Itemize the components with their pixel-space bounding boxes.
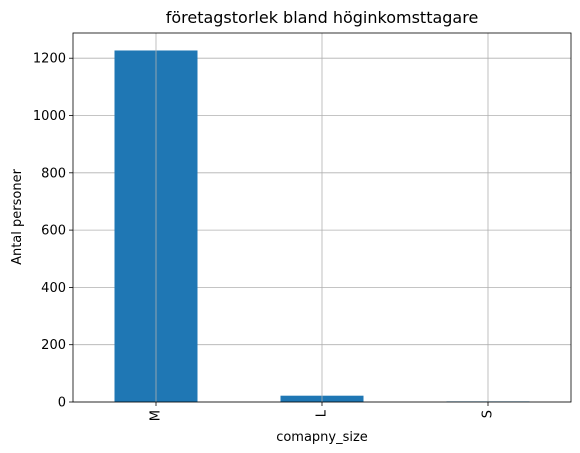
x-axis-label: comapny_size — [276, 430, 368, 445]
y-tick-label: 0 — [58, 396, 66, 411]
y-tick-label: 1200 — [33, 52, 66, 67]
ticks: 0 200 400 600 800 1000 1200 M L S — [33, 52, 496, 422]
y-tick-label: 400 — [41, 281, 66, 296]
y-tick-label: 200 — [41, 338, 66, 353]
chart-title: företagstorlek bland höginkomsttagare — [166, 8, 479, 27]
x-tick-label: L — [315, 409, 330, 417]
y-tick-label: 600 — [41, 224, 66, 239]
x-tick-label: S — [481, 410, 496, 418]
y-tick-label: 1000 — [33, 109, 66, 124]
y-tick-label: 800 — [41, 166, 66, 181]
y-axis-label: Antal personer — [10, 168, 25, 264]
x-tick-label: M — [149, 410, 164, 421]
